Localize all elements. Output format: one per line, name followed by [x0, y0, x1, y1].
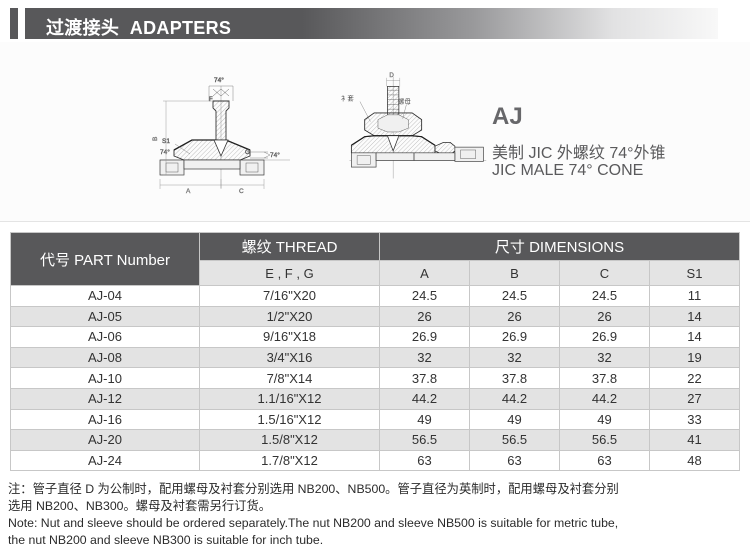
svg-text:C: C [239, 188, 244, 195]
svg-text:D: D [389, 72, 394, 79]
svg-text:F: F [209, 97, 213, 103]
svg-text:B: B [152, 137, 159, 141]
svg-text:74°: 74° [270, 151, 280, 159]
svg-text:74°: 74° [214, 76, 224, 84]
svg-text:74°: 74° [160, 148, 170, 156]
svg-text:衤套: 衤套 [341, 94, 354, 103]
svg-text:螺母: 螺母 [398, 96, 411, 105]
svg-text:A: A [186, 188, 191, 195]
svg-text:G: G [245, 150, 250, 156]
